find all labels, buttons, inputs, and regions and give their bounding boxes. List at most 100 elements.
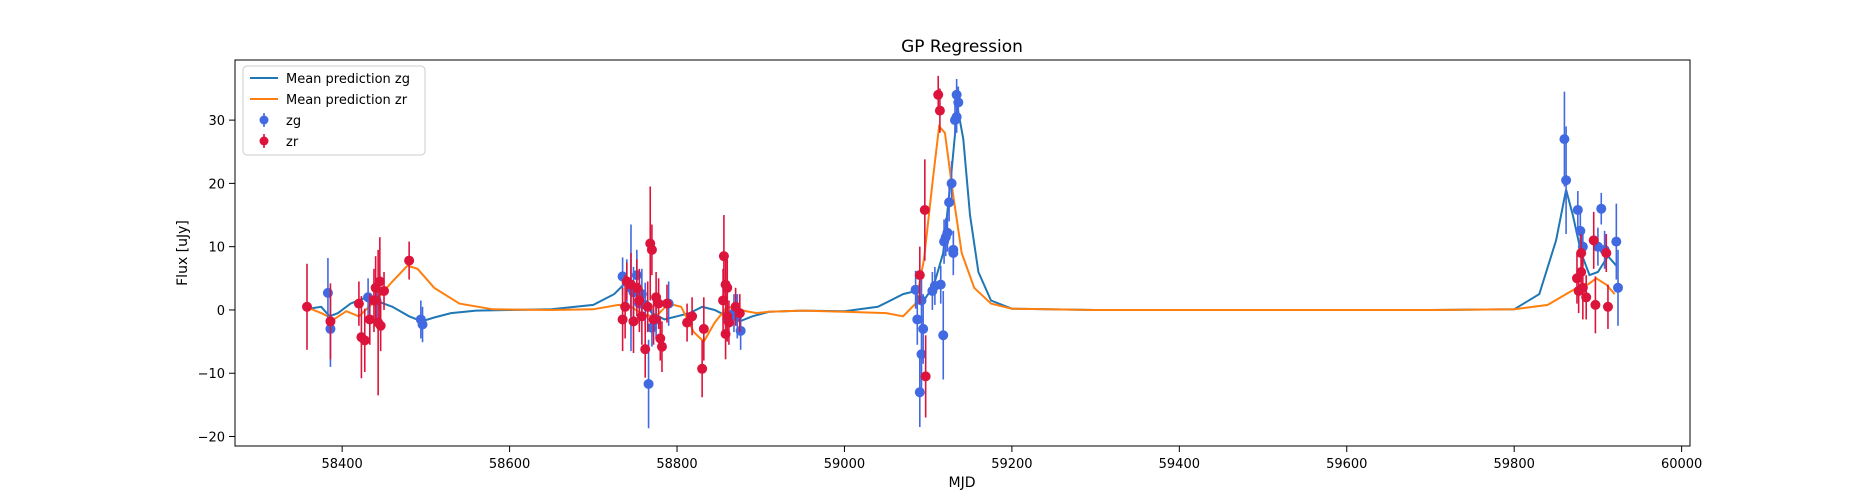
zr-point <box>379 285 390 296</box>
zg-series <box>322 78 1624 429</box>
zr-point <box>933 89 944 100</box>
zr-point <box>301 301 312 312</box>
zr-point <box>642 301 653 312</box>
x-tick-label: 59000 <box>824 457 865 472</box>
x-axis-label: MJD <box>949 475 976 491</box>
zr-point <box>920 371 931 382</box>
zr-point <box>661 298 672 309</box>
zr-point <box>698 323 709 334</box>
zr-point <box>375 320 386 331</box>
zr-point <box>640 344 651 355</box>
mean-prediction-zg-line <box>308 107 1618 323</box>
y-tick-label: 20 <box>208 177 225 192</box>
legend-label-zr: zr <box>286 135 299 150</box>
mean-prediction-zr-line <box>308 124 1616 344</box>
zg-point <box>942 227 953 238</box>
zr-point <box>734 308 745 319</box>
legend-label-zg: zg <box>286 114 301 129</box>
zr-point <box>628 316 639 327</box>
zr-point <box>697 363 708 374</box>
legend: Mean prediction zg Mean prediction zr zg zr <box>242 65 426 156</box>
legend-label-mean-prediction-zg: Mean prediction zg <box>286 72 410 87</box>
x-tick-label: 59600 <box>1326 457 1367 472</box>
zr-point <box>1588 235 1599 246</box>
zr-point <box>1601 248 1612 258</box>
zr-point <box>720 328 731 339</box>
zg-point <box>1559 134 1570 145</box>
zg-point <box>918 323 929 334</box>
legend-box <box>242 65 426 156</box>
zg-point <box>1611 236 1622 247</box>
x-tick-label: 59400 <box>1159 457 1200 472</box>
y-tick-label: −10 <box>198 367 225 382</box>
y-tick-label: 10 <box>208 241 225 256</box>
zg-point <box>916 295 927 306</box>
zg-point <box>912 314 923 325</box>
legend-swatch-marker-zg <box>259 115 269 125</box>
zg-point <box>1613 282 1624 293</box>
zr-point <box>718 251 729 262</box>
zr-point <box>325 316 336 327</box>
zg-point <box>914 387 925 398</box>
zr-point <box>1577 282 1588 293</box>
zr-point <box>620 301 631 312</box>
zr-point <box>1576 248 1587 258</box>
zg-point <box>935 279 946 290</box>
y-axis: −20 −10 0 10 20 30 <box>198 114 235 446</box>
zg-point <box>1575 225 1586 236</box>
zg-point <box>735 325 746 336</box>
zr-point <box>617 314 628 325</box>
zr-point <box>919 204 930 215</box>
zg-point <box>944 197 955 208</box>
zr-point <box>634 295 645 306</box>
zr-point <box>404 255 415 266</box>
y-axis-label: Flux [uJy] <box>175 220 191 286</box>
y-tick-label: 0 <box>217 304 225 319</box>
zg-point <box>322 287 333 298</box>
zg-point <box>953 97 964 108</box>
zr-point <box>655 333 666 344</box>
zr-point <box>1602 301 1613 312</box>
y-tick-label: −20 <box>198 431 225 446</box>
zr-point <box>934 105 945 116</box>
zg-point <box>948 248 959 258</box>
zr-point <box>374 276 385 287</box>
x-tick-label: 58400 <box>321 457 362 472</box>
legend-label-mean-prediction-zr: Mean prediction zr <box>286 93 408 108</box>
legend-swatch-marker-zr <box>259 136 269 146</box>
zg-point <box>646 322 657 333</box>
zr-point <box>723 317 734 328</box>
zr-point <box>1581 292 1592 303</box>
x-tick-label: 60000 <box>1661 457 1702 472</box>
zg-point <box>916 349 927 360</box>
zg-point <box>910 284 921 295</box>
axes-frame <box>234 59 1691 447</box>
zr-point <box>631 282 642 293</box>
zg-point <box>938 330 949 341</box>
zr-point <box>722 282 733 293</box>
zr-point <box>656 341 667 352</box>
y-tick-label: 30 <box>208 114 225 129</box>
x-tick-label: 58600 <box>489 457 530 472</box>
plot-area <box>301 75 1624 429</box>
zr-point <box>368 295 379 306</box>
x-tick-label: 59800 <box>1494 457 1535 472</box>
zr-series <box>301 75 1613 418</box>
zr-point <box>687 311 698 322</box>
zr-point <box>914 270 925 281</box>
zg-point <box>946 178 957 189</box>
zg-point <box>643 378 654 389</box>
zr-point <box>646 244 657 255</box>
zr-point <box>359 335 370 346</box>
x-tick-label: 58800 <box>656 457 697 472</box>
zg-point <box>417 319 428 330</box>
zr-point <box>1590 299 1601 310</box>
zg-point <box>1596 203 1607 214</box>
zr-point <box>364 314 375 325</box>
chart-title: GP Regression <box>901 37 1023 57</box>
zr-point <box>636 311 647 322</box>
zr-point <box>353 298 364 309</box>
zr-point <box>648 314 659 325</box>
zr-point <box>653 298 664 309</box>
